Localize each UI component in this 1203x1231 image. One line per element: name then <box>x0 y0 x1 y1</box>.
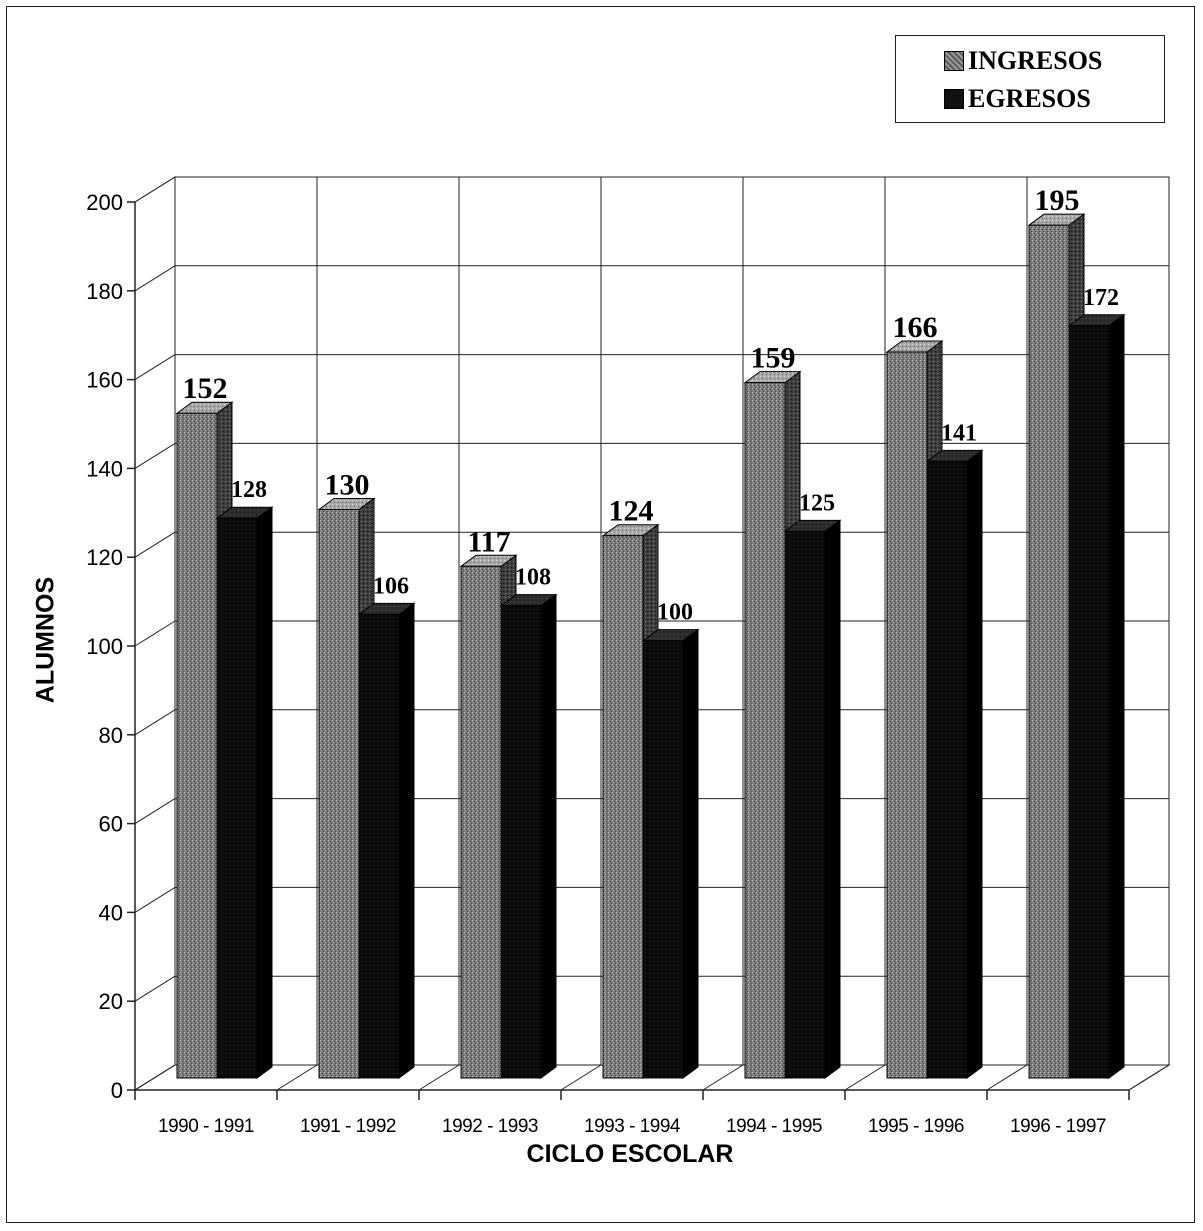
data-label-egresos: 141 <box>941 420 977 446</box>
y-tick-label: 20 <box>99 989 123 1014</box>
data-label-egresos: 125 <box>799 490 835 516</box>
x-tick-label: 1992 - 1993 <box>442 1116 538 1137</box>
data-label-ingresos: 130 <box>325 468 370 501</box>
gridline-side <box>134 265 176 292</box>
gridline-side <box>134 442 176 469</box>
legend-item-ingresos: INGRESOS <box>944 46 1102 76</box>
gridline-side <box>134 531 176 558</box>
data-label-ingresos: 195 <box>1035 184 1080 217</box>
y-tick-label: 120 <box>86 545 123 570</box>
data-label-ingresos: 166 <box>893 311 938 344</box>
data-label-ingresos: 117 <box>467 525 510 558</box>
x-tick-label: 1995 - 1996 <box>868 1116 964 1137</box>
bar-front <box>744 382 786 1079</box>
bar-front <box>358 613 400 1079</box>
bar-side <box>824 519 841 1079</box>
floor-line <box>276 1064 318 1091</box>
bar-front <box>216 517 258 1079</box>
gridline-side <box>134 620 176 647</box>
bar-egresos <box>641 628 700 1079</box>
gridline-side <box>134 176 176 203</box>
floor-line <box>134 1064 176 1091</box>
bar-front <box>642 640 684 1079</box>
y-tick-label: 140 <box>86 456 123 481</box>
chart-frame <box>6 6 1195 1223</box>
bar-front <box>460 565 502 1079</box>
y-tick-label: 0 <box>111 1078 123 1103</box>
bar-front <box>176 412 218 1079</box>
bar-front <box>784 530 826 1079</box>
bar-egresos <box>215 506 274 1079</box>
x-tick-label: 1996 - 1997 <box>1010 1116 1106 1137</box>
legend-swatch-egresos <box>944 89 964 109</box>
floor-line <box>560 1064 602 1091</box>
bar-front <box>602 535 644 1079</box>
x-tick-label: 1990 - 1991 <box>158 1116 254 1137</box>
legend-label-egresos: EGRESOS <box>968 84 1091 113</box>
x-tick-label: 1993 - 1994 <box>584 1116 681 1137</box>
bars <box>175 213 1126 1079</box>
data-label-egresos: 100 <box>657 600 693 626</box>
bar-front <box>318 508 360 1079</box>
bar-side <box>256 506 273 1079</box>
gridline-side <box>134 354 176 381</box>
x-tick-label: 1991 - 1992 <box>300 1116 396 1137</box>
bar-side <box>540 593 557 1079</box>
gridline-side <box>134 798 176 825</box>
y-tick-label: 160 <box>86 368 123 393</box>
bar-side <box>398 602 415 1079</box>
bar-egresos <box>357 602 416 1079</box>
gridline-side <box>134 886 176 913</box>
bar-side <box>1108 313 1125 1079</box>
bar-front <box>500 605 542 1079</box>
bar-side <box>682 628 699 1079</box>
gridline-side <box>134 709 176 736</box>
axes: 0 20 40 60 80 100 120 140 160 180 200 1990 - 1991 19… <box>86 190 1130 1137</box>
bar-front <box>926 460 968 1079</box>
bar-egresos <box>1067 313 1126 1079</box>
floor-line <box>418 1064 460 1091</box>
data-label-egresos: 128 <box>231 477 267 503</box>
y-tick-label: 200 <box>86 190 123 215</box>
floor-line <box>1128 1064 1170 1091</box>
x-tick-label: 1994 - 1995 <box>726 1116 822 1137</box>
floor-line <box>702 1064 744 1091</box>
data-label-egresos: 172 <box>1083 285 1119 311</box>
gridline-side <box>134 975 176 1002</box>
data-label-ingresos: 124 <box>609 495 654 528</box>
data-label-egresos: 106 <box>373 573 409 599</box>
bar-egresos <box>925 449 984 1079</box>
legend-swatch-ingresos <box>944 51 964 71</box>
floor-line <box>844 1064 886 1091</box>
bar-egresos <box>499 593 558 1079</box>
floor-line <box>986 1064 1028 1091</box>
y-tick-label: 180 <box>86 279 123 304</box>
legend: INGRESOS EGRESOS <box>895 35 1165 123</box>
legend-label-ingresos: INGRESOS <box>968 46 1103 75</box>
data-label-ingresos: 152 <box>183 372 228 405</box>
bar-side <box>966 449 983 1079</box>
legend-item-egresos: EGRESOS <box>944 84 1091 114</box>
y-axis-title: ALUMNOS <box>31 576 60 704</box>
bar-egresos <box>783 519 842 1079</box>
y-tick-label: 100 <box>86 634 123 659</box>
data-label-egresos: 108 <box>515 565 551 591</box>
bar-front <box>1028 224 1070 1079</box>
y-tick-label: 80 <box>99 723 123 748</box>
y-tick-label: 60 <box>99 812 123 837</box>
x-axis-title: CICLO ESCOLAR <box>526 1140 734 1168</box>
bar-front <box>886 351 928 1079</box>
y-tick-label: 40 <box>99 900 123 925</box>
data-label-ingresos: 159 <box>751 342 796 375</box>
bar-front <box>1068 325 1110 1079</box>
